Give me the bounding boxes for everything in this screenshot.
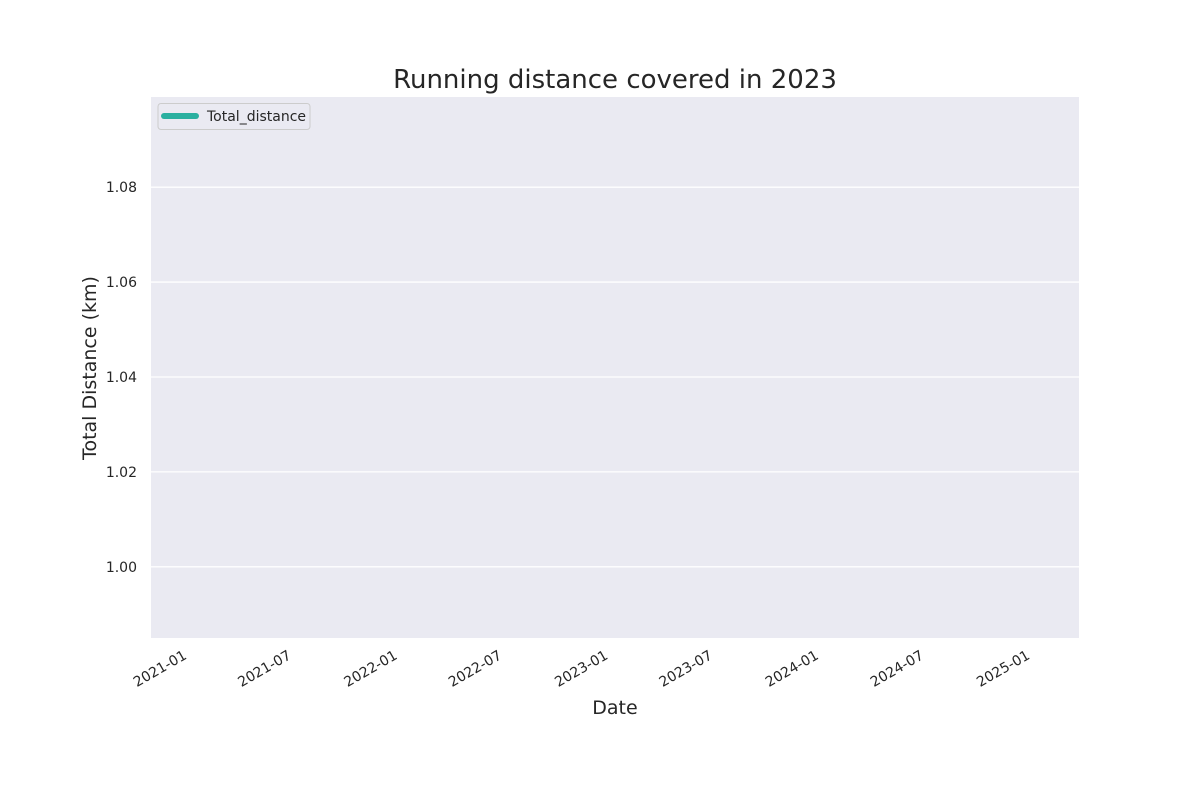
y-axis-ticks: 1.00 1.02 1.04 1.06 1.08 <box>106 180 137 576</box>
y-tick-label: 1.04 <box>106 370 137 386</box>
x-tick-label: 2023-01 <box>552 648 611 691</box>
y-tick-label: 1.00 <box>106 560 137 576</box>
x-tick-label: 2021-01 <box>131 648 190 691</box>
legend: Total_distance <box>157 103 311 130</box>
x-tick-label: 2024-07 <box>868 648 927 691</box>
plot-area <box>151 97 1079 638</box>
legend-label-total-distance: Total_distance <box>206 109 306 125</box>
y-tick-label: 1.02 <box>106 465 137 481</box>
x-tick-label: 2022-01 <box>342 648 401 691</box>
y-tick-label: 1.06 <box>106 275 137 291</box>
x-axis-label: Date <box>592 697 637 719</box>
x-tick-label: 2024-01 <box>763 648 822 691</box>
grid-lines <box>151 186 1079 568</box>
x-tick-label: 2025-01 <box>974 648 1033 691</box>
legend-box <box>157 103 311 130</box>
y-axis-label: Total Distance (km) <box>79 276 101 461</box>
x-tick-label: 2022-07 <box>446 648 505 691</box>
chart-title: Running distance covered in 2023 <box>393 65 837 95</box>
x-tick-label: 2021-07 <box>235 648 294 691</box>
y-tick-label: 1.08 <box>106 180 137 196</box>
x-tick-label: 2023-07 <box>657 648 716 691</box>
x-axis-ticks: 2021-01 2021-07 2022-01 2022-07 2023-01 2023-… <box>131 648 1033 691</box>
